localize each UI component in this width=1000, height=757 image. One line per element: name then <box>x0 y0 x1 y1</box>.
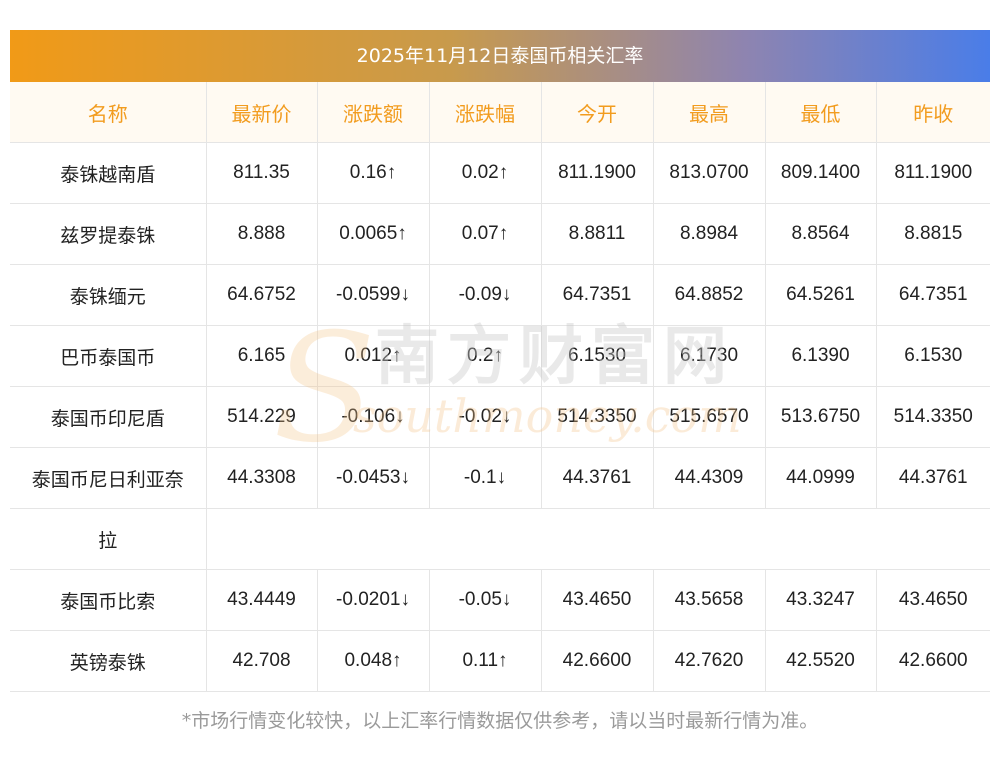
cell-open: 811.1900 <box>541 142 654 204</box>
cell-change: -0.0201↓ <box>317 569 430 631</box>
cell-low: 809.1400 <box>765 142 877 204</box>
cell-prev-close: 514.3350 <box>876 386 990 448</box>
cell-low: 44.0999 <box>765 447 877 509</box>
cell-change: 0.048↑ <box>317 630 430 692</box>
cell-high: 6.1730 <box>653 325 766 387</box>
cell-low: 513.6750 <box>765 386 877 448</box>
cell-prev-close: 42.6600 <box>876 630 990 692</box>
cell-open: 6.1530 <box>541 325 654 387</box>
table-row: 泰国币尼日利亚奈 44.3308 -0.0453↓ -0.1↓ 44.3761 … <box>10 447 990 509</box>
cell-open: 44.3761 <box>541 447 654 509</box>
cell-high: 8.8984 <box>653 203 766 265</box>
header-prev-close: 昨收 <box>876 82 990 143</box>
table-row: 泰铢缅元 64.6752 -0.0599↓ -0.09↓ 64.7351 64.… <box>10 264 990 326</box>
cell-high: 515.6570 <box>653 386 766 448</box>
header-change-pct: 涨跌幅 <box>429 82 542 143</box>
cell-name: 巴币泰国币 <box>10 325 207 387</box>
cell-change-pct: 0.02↑ <box>429 142 542 204</box>
table-row: 泰国币比索 43.4449 -0.0201↓ -0.05↓ 43.4650 43… <box>10 569 990 631</box>
wrap-empty-cell <box>206 508 990 570</box>
table-row-wrap: 拉 <box>10 508 990 570</box>
cell-low: 6.1390 <box>765 325 877 387</box>
cell-latest: 811.35 <box>206 142 318 204</box>
cell-prev-close: 43.4650 <box>876 569 990 631</box>
cell-name: 泰国币尼日利亚奈 <box>10 447 207 509</box>
cell-change-pct: -0.05↓ <box>429 569 542 631</box>
header-low: 最低 <box>765 82 877 143</box>
table-header-row: 名称 最新价 涨跌额 涨跌幅 今开 最高 最低 昨收 <box>10 82 990 143</box>
header-open: 今开 <box>541 82 654 143</box>
header-change: 涨跌额 <box>317 82 430 143</box>
cell-latest: 43.4449 <box>206 569 318 631</box>
cell-prev-close: 6.1530 <box>876 325 990 387</box>
cell-prev-close: 44.3761 <box>876 447 990 509</box>
cell-open: 43.4650 <box>541 569 654 631</box>
cell-latest: 514.229 <box>206 386 318 448</box>
page-title: 2025年11月12日泰国币相关汇率 <box>10 30 990 82</box>
cell-low: 43.3247 <box>765 569 877 631</box>
cell-high: 42.7620 <box>653 630 766 692</box>
footnote: *市场行情变化较快，以上汇率行情数据仅供参考，请以当时最新行情为准。 <box>181 710 819 732</box>
cell-change: 0.16↑ <box>317 142 430 204</box>
table-row: 兹罗提泰铢 8.888 0.0065↑ 0.07↑ 8.8811 8.8984 … <box>10 203 990 265</box>
table-row: 英镑泰铢 42.708 0.048↑ 0.11↑ 42.6600 42.7620… <box>10 630 990 692</box>
cell-name: 泰国币比索 <box>10 569 207 631</box>
header-name: 名称 <box>10 82 207 143</box>
exchange-rate-table: 名称 最新价 涨跌额 涨跌幅 今开 最高 最低 昨收 泰铢越南盾 811.35 … <box>10 82 990 692</box>
cell-low: 64.5261 <box>765 264 877 326</box>
cell-name: 泰铢缅元 <box>10 264 207 326</box>
cell-low: 42.5520 <box>765 630 877 692</box>
cell-latest: 42.708 <box>206 630 318 692</box>
cell-latest: 6.165 <box>206 325 318 387</box>
cell-change: 0.0065↑ <box>317 203 430 265</box>
cell-prev-close: 64.7351 <box>876 264 990 326</box>
table-row: 巴币泰国币 6.165 0.012↑ 0.2↑ 6.1530 6.1730 6.… <box>10 325 990 387</box>
cell-high: 813.0700 <box>653 142 766 204</box>
cell-change: -0.106↓ <box>317 386 430 448</box>
cell-latest: 8.888 <box>206 203 318 265</box>
cell-change: -0.0599↓ <box>317 264 430 326</box>
header-latest: 最新价 <box>206 82 318 143</box>
cell-change-pct: -0.02↓ <box>429 386 542 448</box>
table-row: 泰国币印尼盾 514.229 -0.106↓ -0.02↓ 514.3350 5… <box>10 386 990 448</box>
cell-change-pct: -0.1↓ <box>429 447 542 509</box>
cell-prev-close: 8.8815 <box>876 203 990 265</box>
cell-name-wrap: 拉 <box>10 508 207 570</box>
cell-name: 英镑泰铢 <box>10 630 207 692</box>
header-high: 最高 <box>653 82 766 143</box>
cell-open: 8.8811 <box>541 203 654 265</box>
cell-name: 泰国币印尼盾 <box>10 386 207 448</box>
cell-high: 64.8852 <box>653 264 766 326</box>
cell-open: 42.6600 <box>541 630 654 692</box>
cell-change-pct: 0.2↑ <box>429 325 542 387</box>
cell-name: 兹罗提泰铢 <box>10 203 207 265</box>
cell-latest: 44.3308 <box>206 447 318 509</box>
cell-change: -0.0453↓ <box>317 447 430 509</box>
cell-name: 泰铢越南盾 <box>10 142 207 204</box>
cell-low: 8.8564 <box>765 203 877 265</box>
cell-change-pct: -0.09↓ <box>429 264 542 326</box>
cell-high: 43.5658 <box>653 569 766 631</box>
cell-prev-close: 811.1900 <box>876 142 990 204</box>
cell-high: 44.4309 <box>653 447 766 509</box>
cell-change: 0.012↑ <box>317 325 430 387</box>
cell-open: 514.3350 <box>541 386 654 448</box>
cell-latest: 64.6752 <box>206 264 318 326</box>
cell-open: 64.7351 <box>541 264 654 326</box>
cell-change-pct: 0.07↑ <box>429 203 542 265</box>
cell-change-pct: 0.11↑ <box>429 630 542 692</box>
table-row: 泰铢越南盾 811.35 0.16↑ 0.02↑ 811.1900 813.07… <box>10 142 990 204</box>
